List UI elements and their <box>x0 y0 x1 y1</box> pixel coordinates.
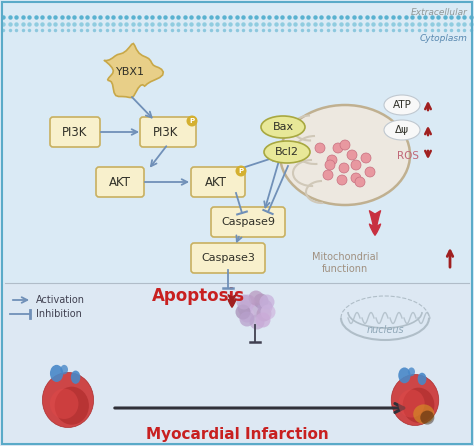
Circle shape <box>351 160 361 170</box>
Circle shape <box>361 153 371 163</box>
Ellipse shape <box>50 365 63 382</box>
Ellipse shape <box>398 389 425 417</box>
Text: Mitochondrial
functionn: Mitochondrial functionn <box>312 252 378 273</box>
Text: Inhibition: Inhibition <box>36 309 82 319</box>
FancyBboxPatch shape <box>50 117 100 147</box>
Text: Bax: Bax <box>273 122 293 132</box>
Circle shape <box>333 143 343 153</box>
Circle shape <box>355 177 365 187</box>
Ellipse shape <box>71 371 81 384</box>
Text: AKT: AKT <box>109 175 131 189</box>
Text: Activation: Activation <box>36 295 85 305</box>
FancyBboxPatch shape <box>96 167 144 197</box>
Circle shape <box>236 165 246 177</box>
Circle shape <box>237 301 253 315</box>
Text: ATP: ATP <box>392 100 411 110</box>
Circle shape <box>261 305 275 319</box>
Circle shape <box>256 306 272 322</box>
Circle shape <box>337 175 347 185</box>
Circle shape <box>257 300 273 314</box>
FancyBboxPatch shape <box>191 167 245 197</box>
Text: PI3K: PI3K <box>62 125 88 139</box>
Circle shape <box>347 150 357 160</box>
Text: Myocardial Infarction: Myocardial Infarction <box>146 428 328 442</box>
Circle shape <box>236 305 250 319</box>
FancyBboxPatch shape <box>140 117 196 147</box>
Text: AKT: AKT <box>205 175 227 189</box>
Ellipse shape <box>418 373 427 385</box>
Ellipse shape <box>398 368 410 383</box>
Text: Caspase3: Caspase3 <box>201 253 255 263</box>
Ellipse shape <box>264 141 310 163</box>
Text: Bcl2: Bcl2 <box>275 147 299 157</box>
Circle shape <box>186 116 198 127</box>
Circle shape <box>315 143 325 153</box>
Bar <box>0 283 474 446</box>
Text: YBX1: YBX1 <box>116 67 145 77</box>
Circle shape <box>249 314 264 330</box>
Text: Caspase9: Caspase9 <box>221 217 275 227</box>
Text: Apoptosis: Apoptosis <box>152 287 245 305</box>
Polygon shape <box>104 44 163 98</box>
Ellipse shape <box>280 105 410 205</box>
Ellipse shape <box>261 116 305 138</box>
FancyBboxPatch shape <box>191 243 265 273</box>
Text: P: P <box>238 168 244 174</box>
FancyBboxPatch shape <box>211 207 285 237</box>
Circle shape <box>247 302 263 318</box>
Ellipse shape <box>391 375 439 425</box>
Circle shape <box>239 307 255 322</box>
Circle shape <box>240 294 255 310</box>
Text: PI3K: PI3K <box>153 125 179 139</box>
Ellipse shape <box>50 388 79 419</box>
Text: nucleus: nucleus <box>366 325 404 335</box>
Ellipse shape <box>42 372 94 428</box>
Text: ROS: ROS <box>397 151 419 161</box>
Text: Δψ: Δψ <box>395 125 409 135</box>
Circle shape <box>340 140 350 150</box>
Ellipse shape <box>384 120 420 140</box>
Ellipse shape <box>403 388 434 423</box>
Circle shape <box>339 163 349 173</box>
Ellipse shape <box>413 405 434 424</box>
Circle shape <box>351 173 361 183</box>
Text: P: P <box>190 118 194 124</box>
Circle shape <box>248 290 264 306</box>
Circle shape <box>325 160 335 170</box>
Text: Extracellular: Extracellular <box>411 8 468 17</box>
Ellipse shape <box>420 411 434 425</box>
Circle shape <box>365 167 375 177</box>
Circle shape <box>327 155 337 165</box>
Circle shape <box>323 170 333 180</box>
Ellipse shape <box>408 368 415 376</box>
Ellipse shape <box>384 95 420 115</box>
Circle shape <box>254 293 268 309</box>
Circle shape <box>255 313 271 327</box>
Ellipse shape <box>60 365 68 374</box>
Circle shape <box>259 294 274 310</box>
Ellipse shape <box>55 387 89 425</box>
Circle shape <box>239 311 255 326</box>
Circle shape <box>237 294 252 310</box>
Text: Cytoplasm: Cytoplasm <box>420 34 468 43</box>
